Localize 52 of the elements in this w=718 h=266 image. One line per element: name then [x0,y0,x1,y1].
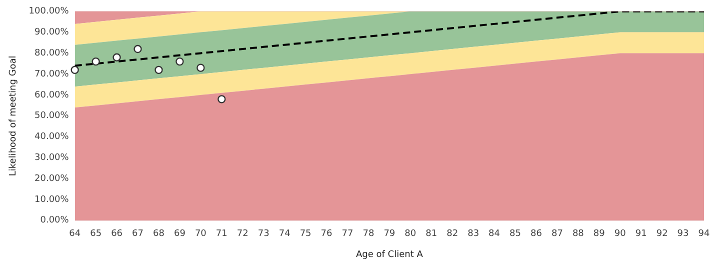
x-tick-label: 64 [69,229,81,240]
x-tick-label: 88 [572,229,584,240]
y-tick-label: 20.00% [34,174,70,184]
x-tick-label: 65 [90,229,102,240]
x-tick-label: 85 [510,229,521,240]
x-tick-label: 76 [320,229,333,240]
point [92,57,100,66]
x-tick-label: 94 [698,229,710,240]
x-tick-label: 70 [194,229,207,240]
x-tick-label: 81 [426,229,438,240]
x-tick-label: 86 [530,229,542,240]
x-tick-label: 93 [677,229,689,240]
x-tick-label: 89 [593,229,606,240]
x-axis-title: Age of Client A [356,250,424,260]
x-tick-label: 87 [551,229,563,240]
x-tick-label: 71 [216,229,228,240]
point [196,64,205,72]
x-tick-label: 90 [614,229,626,240]
x-tick-label: 91 [635,229,647,240]
x-tick-label: 80 [404,229,416,240]
y-tick-label: 100.00% [28,6,70,17]
point [154,66,163,74]
y-tick-label: 10.00% [34,194,70,205]
point [70,66,79,74]
x-tick-label: 68 [153,229,165,240]
x-tick-label: 74 [278,229,291,240]
x-tick-label: 79 [384,229,396,240]
x-tick-label: 92 [656,229,668,240]
point [112,53,121,62]
x-tick-label: 66 [111,229,123,240]
y-tick-label: 70.00% [34,69,70,80]
x-tick-label: 72 [236,229,248,240]
x-tick-label: 73 [258,229,270,240]
x-tick-label: 67 [132,229,144,240]
point [176,57,184,66]
x-tick-label: 78 [362,229,374,240]
x-tick-label: 82 [446,229,458,240]
y-tick-label: 80.00% [34,48,70,59]
x-tick-label: 75 [300,229,312,240]
x-tick-label: 84 [488,229,500,240]
point [134,44,142,54]
y-tick-label: 60.00% [34,90,70,100]
y-axis-title: Likelihood of meeting Goal [8,56,19,176]
y-tick-label: 30.00% [34,153,70,164]
y-tick-label: 40.00% [34,132,70,142]
point [218,95,226,104]
x-tick-label: 69 [174,229,186,240]
x-tick-label: 77 [342,229,354,240]
y-tick-label: 50.00% [34,111,70,122]
x-tick-label: 83 [468,229,480,240]
y-tick-label: 0.00% [40,216,70,226]
y-tick-label: 90.00% [34,28,70,38]
